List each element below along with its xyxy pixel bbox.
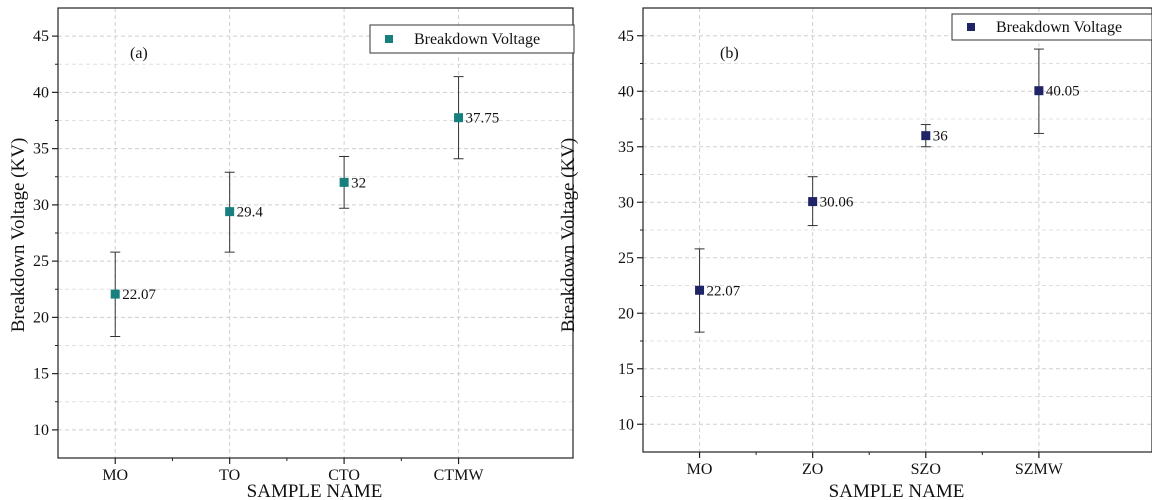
x-axis-title: SAMPLE NAME bbox=[247, 481, 383, 500]
y-tick-label: 25 bbox=[33, 253, 49, 270]
data-label: 32 bbox=[351, 175, 366, 191]
panel-label: (a) bbox=[130, 45, 148, 62]
y-tick-label: 10 bbox=[33, 422, 49, 439]
y-tick-label: 30 bbox=[618, 194, 634, 211]
panel-label: (b) bbox=[720, 45, 739, 62]
x-tick-label: ZO bbox=[802, 461, 823, 478]
legend-box bbox=[369, 24, 575, 54]
data-label: 40.05 bbox=[1046, 84, 1080, 100]
y-axis-title: Breakdown Voltage (KV) bbox=[558, 138, 579, 333]
y-axis-title: Breakdown Voltage (KV) bbox=[8, 138, 29, 333]
y-tick-label: 15 bbox=[33, 366, 49, 383]
y-tick-label: 30 bbox=[33, 197, 49, 214]
y-tick-label: 40 bbox=[33, 84, 49, 101]
x-tick-label: CTO bbox=[328, 467, 360, 484]
x-tick-label: MO bbox=[102, 467, 128, 484]
data-point bbox=[454, 113, 464, 123]
x-tick-label: TO bbox=[219, 467, 240, 484]
legend-marker bbox=[967, 23, 975, 31]
data-label: 37.75 bbox=[466, 111, 500, 127]
y-tick-label: 20 bbox=[33, 309, 49, 326]
data-point bbox=[808, 197, 818, 207]
x-tick-label: SZO bbox=[911, 461, 941, 478]
panel-b: 10 15 20 25 30 35 40 45 MO ZO SZO SZMW SAMPLE NAME Br… bbox=[558, 7, 1152, 500]
y-tick-label: 20 bbox=[618, 305, 634, 322]
legend-label: Breakdown Voltage bbox=[996, 19, 1122, 36]
legend-box bbox=[951, 13, 1152, 41]
y-tick-label: 25 bbox=[618, 250, 634, 267]
y-tick-label: 40 bbox=[618, 83, 634, 100]
data-point bbox=[921, 131, 931, 141]
y-tick-label: 35 bbox=[33, 141, 49, 158]
y-tick-label: 10 bbox=[618, 416, 634, 433]
legend-marker bbox=[385, 35, 393, 43]
legend-label: Breakdown Voltage bbox=[414, 31, 540, 48]
y-tick-label: 15 bbox=[618, 361, 634, 378]
data-label: 29.4 bbox=[237, 205, 264, 221]
data-point bbox=[1034, 86, 1044, 96]
panel-a: 10 15 20 25 30 35 40 45 MO TO CTO CTMW SAMPLE NAME Br… bbox=[8, 7, 575, 500]
data-label: 30.06 bbox=[820, 195, 854, 211]
x-tick-label: CTMW bbox=[434, 467, 485, 484]
y-tick-label: 45 bbox=[618, 28, 634, 45]
data-label: 36 bbox=[933, 129, 949, 145]
y-tick-label: 45 bbox=[33, 28, 49, 45]
data-label: 22.07 bbox=[122, 287, 156, 303]
data-point bbox=[225, 207, 235, 217]
x-tick-label: SZMW bbox=[1015, 461, 1064, 478]
data-point bbox=[110, 289, 120, 299]
data-point bbox=[695, 285, 705, 295]
data-point bbox=[339, 177, 349, 187]
data-label: 22.07 bbox=[707, 283, 741, 299]
x-tick-label: MO bbox=[687, 461, 713, 478]
y-tick-label: 35 bbox=[618, 139, 634, 156]
x-axis-title: SAMPLE NAME bbox=[829, 481, 965, 500]
